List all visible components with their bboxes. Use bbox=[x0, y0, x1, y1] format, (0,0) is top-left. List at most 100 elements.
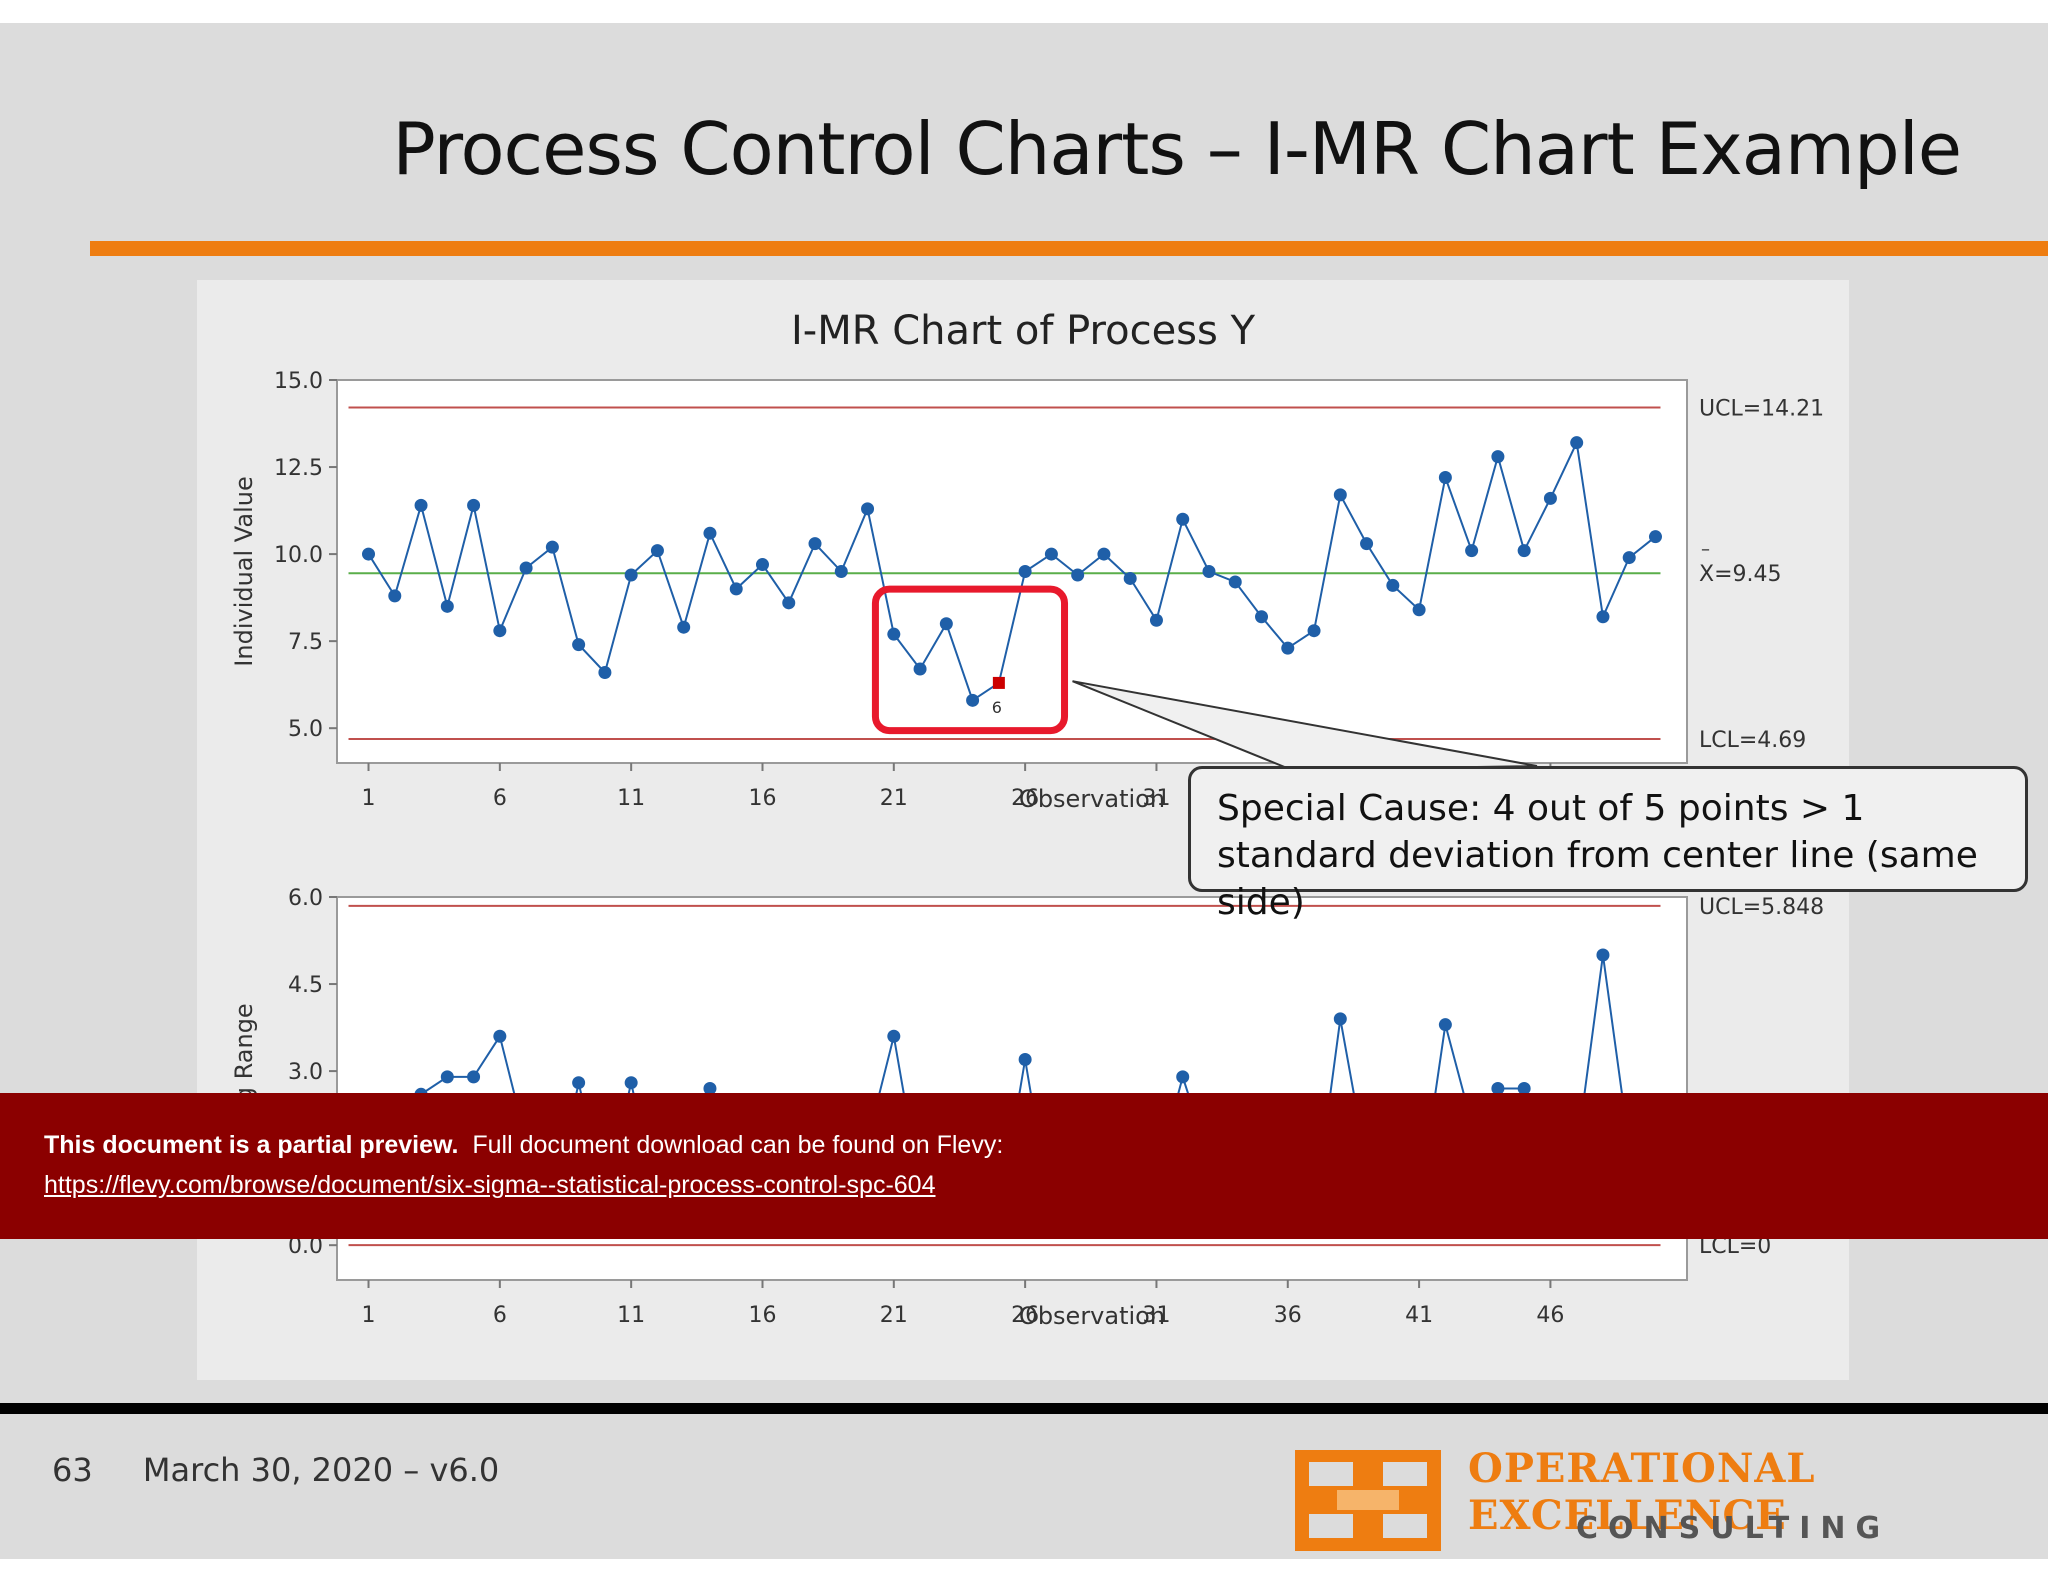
i-chart-point bbox=[1202, 565, 1216, 578]
i-chart-point bbox=[782, 596, 796, 610]
mr-chart-point bbox=[493, 1029, 507, 1043]
slide-title: Process Control Charts – I-MR Chart Exam… bbox=[392, 107, 1962, 191]
i-chart-point bbox=[1596, 610, 1610, 624]
i-chart-flagged-point bbox=[992, 676, 1005, 689]
i-chart-point bbox=[1071, 568, 1085, 582]
i-chart-plot-area bbox=[336, 379, 1688, 764]
i-chart-point bbox=[572, 638, 586, 652]
date-version: March 30, 2020 – v6.0 bbox=[142, 1451, 500, 1489]
i-chart-point bbox=[1648, 530, 1662, 544]
callout-text: 4 out of 5 points > 1 standard deviation… bbox=[1217, 788, 1978, 923]
mr-chart-xtick-label: 6 bbox=[493, 1303, 507, 1328]
mr-chart-point bbox=[1333, 1012, 1347, 1026]
i-chart-point bbox=[1570, 436, 1584, 450]
i-chart-point bbox=[1097, 547, 1111, 561]
i-chart-ytick-label: 10.0 bbox=[274, 543, 323, 568]
i-chart-point bbox=[1123, 571, 1137, 585]
i-chart-point bbox=[1360, 537, 1374, 551]
mr-chart-xlabel: Observation bbox=[1019, 1302, 1165, 1330]
mr-chart-point bbox=[1491, 1082, 1505, 1095]
i-chart-point bbox=[1517, 544, 1531, 558]
i-chart-point bbox=[808, 537, 822, 551]
callout-bold: Special Cause: bbox=[1217, 788, 1482, 829]
i-chart-point bbox=[1465, 544, 1479, 558]
i-chart-point bbox=[624, 568, 638, 582]
i-chart-xtick-label: 11 bbox=[617, 786, 645, 811]
mr-chart-xtick-label: 26 bbox=[1011, 1303, 1039, 1328]
i-chart-ytick-label: 12.5 bbox=[274, 456, 323, 481]
logo-text-line1: OPERATIONAL EXCELLENCE bbox=[1468, 1445, 1816, 1539]
i-chart-point bbox=[913, 662, 927, 676]
i-chart-point bbox=[1491, 450, 1505, 464]
i-chart-ylabel: Individual Value bbox=[230, 476, 258, 666]
mr-chart-xtick-label: 11 bbox=[617, 1303, 645, 1328]
i-chart-point bbox=[1018, 565, 1032, 578]
i-chart-ytick-label: 15.0 bbox=[274, 369, 323, 394]
i-chart-point bbox=[1281, 641, 1295, 655]
page-number: 63 bbox=[52, 1451, 93, 1489]
i-chart-point bbox=[440, 599, 454, 613]
i-chart-point bbox=[1543, 491, 1557, 505]
i-chart-point bbox=[703, 526, 717, 540]
mr-chart-point bbox=[572, 1076, 586, 1090]
i-chart-limit-label: LCL=4.69 bbox=[1699, 728, 1806, 753]
i-chart-point bbox=[1176, 512, 1190, 526]
i-chart-flag-label: 6 bbox=[992, 698, 1002, 717]
mr-chart-point bbox=[1018, 1052, 1032, 1066]
i-chart-ytick-label: 5.0 bbox=[288, 717, 323, 742]
slide: Process Control Charts – I-MR Chart Exam… bbox=[0, 23, 2048, 1559]
i-chart-ytick-label: 7.5 bbox=[288, 630, 323, 655]
imr-chart: I-MR Chart of Process Y 5.0 7.5 10.0 12.5 15.… bbox=[230, 308, 1824, 1330]
mr-chart-point bbox=[1438, 1018, 1452, 1032]
mr-chart-point bbox=[703, 1082, 717, 1095]
mr-chart-point bbox=[887, 1029, 901, 1043]
i-chart-point bbox=[598, 665, 612, 679]
banner-message: This document is a partial preview. Full… bbox=[44, 1131, 1003, 1160]
mr-chart-xtick-label: 31 bbox=[1142, 1303, 1170, 1328]
mr-chart-ytick-label: 4.5 bbox=[288, 973, 323, 998]
preview-banner: This document is a partial preview. Full… bbox=[0, 1093, 2048, 1239]
mr-chart-ytick-label: 3.0 bbox=[288, 1060, 323, 1085]
i-chart-limit-label: UCL=14.21 bbox=[1699, 397, 1824, 422]
i-chart-point bbox=[1438, 470, 1452, 484]
mr-chart-xtick-label: 21 bbox=[880, 1303, 908, 1328]
mr-chart-xtick-label: 16 bbox=[748, 1303, 776, 1328]
i-chart-point bbox=[519, 561, 533, 575]
i-chart-point bbox=[966, 693, 980, 707]
i-chart-xtick-label: 31 bbox=[1142, 786, 1170, 811]
mr-chart-ytick-label: 6.0 bbox=[288, 886, 323, 911]
i-chart-point bbox=[545, 540, 559, 554]
i-chart-point bbox=[1255, 610, 1269, 624]
banner-text: Full document download can be found on F… bbox=[472, 1131, 1004, 1159]
mr-chart-xtick-label: 36 bbox=[1274, 1303, 1302, 1328]
mr-chart-point bbox=[1176, 1070, 1190, 1084]
title-rule bbox=[90, 241, 2048, 256]
i-chart-xtick-label: 21 bbox=[880, 786, 908, 811]
i-chart-xtick-label: 6 bbox=[493, 786, 507, 811]
flevy-link[interactable]: https://flevy.com/browse/document/six-si… bbox=[44, 1171, 936, 1199]
special-cause-highlight bbox=[871, 585, 1069, 735]
mr-chart-xtick-label: 46 bbox=[1536, 1303, 1564, 1328]
i-chart-point bbox=[755, 558, 769, 572]
i-chart-point bbox=[887, 627, 901, 641]
i-chart-xtick-label: 16 bbox=[748, 786, 776, 811]
mr-chart-limit-label: UCL=5.848 bbox=[1699, 895, 1824, 920]
i-chart-point bbox=[650, 544, 664, 558]
i-chart-point bbox=[1412, 603, 1426, 617]
i-chart-point bbox=[677, 620, 691, 634]
logo-text-line2: CONSULTING bbox=[1576, 1511, 1891, 1546]
i-chart-limit-label: X=9.45 bbox=[1699, 562, 1782, 587]
mr-chart-point bbox=[467, 1070, 481, 1084]
i-chart-point bbox=[1386, 578, 1400, 592]
footer-rule bbox=[0, 1403, 2048, 1414]
chart-title: I-MR Chart of Process Y bbox=[791, 308, 1256, 354]
mr-chart-point bbox=[1517, 1082, 1531, 1095]
i-chart-point bbox=[467, 498, 481, 512]
logo-icon bbox=[1295, 1450, 1441, 1551]
i-chart-point bbox=[1307, 624, 1321, 638]
i-chart-point bbox=[362, 547, 376, 561]
i-chart-point bbox=[493, 624, 507, 638]
i-chart-xlabel: Observation bbox=[1019, 785, 1165, 813]
i-chart-point bbox=[729, 582, 743, 596]
footer: 63 March 30, 2020 – v6.0 bbox=[52, 1451, 499, 1489]
